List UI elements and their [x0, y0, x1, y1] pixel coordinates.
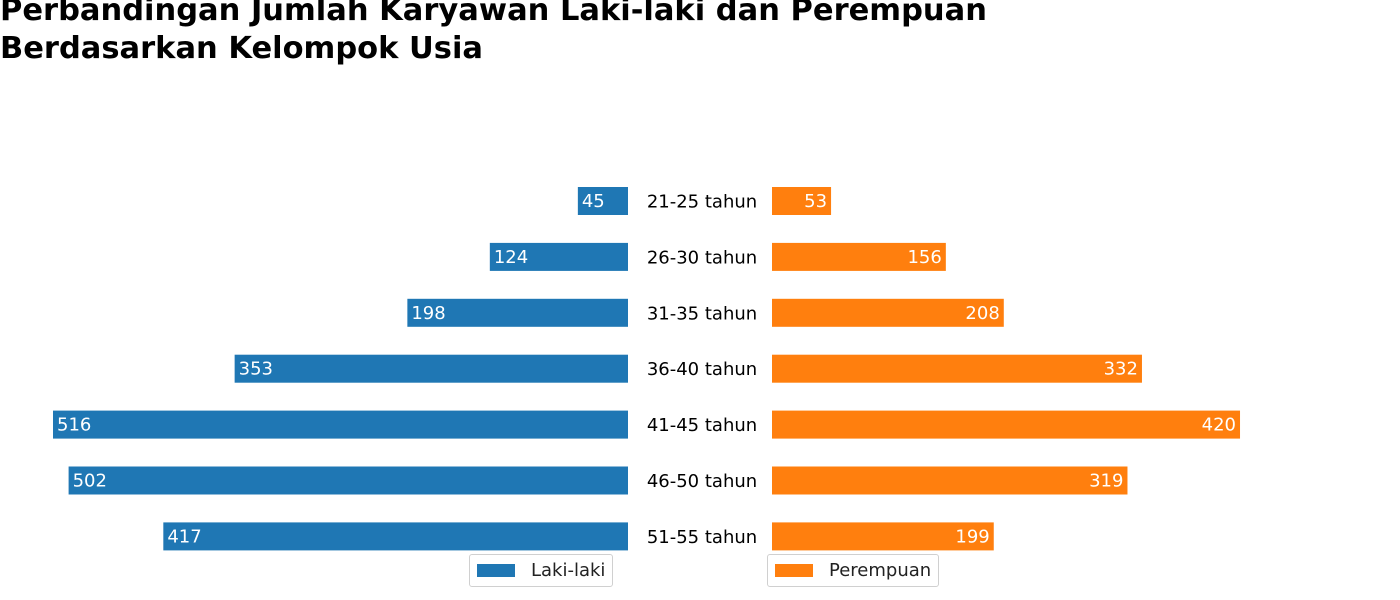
- data-label-female-3: 208: [965, 303, 999, 324]
- legend-male: Laki-laki: [469, 554, 614, 587]
- data-label-female-7: 199: [955, 526, 989, 547]
- category-label: 41-45 tahun: [647, 415, 757, 436]
- data-label-male-3: 198: [411, 303, 445, 324]
- bar-male-4: [234, 354, 628, 383]
- data-label-female-4: 332: [1104, 359, 1138, 380]
- chart-title-line-2: Berdasarkan Kelompok Usia: [0, 31, 483, 66]
- bar-female-3: [772, 298, 1004, 327]
- legend-female: Perempuan: [767, 554, 940, 587]
- data-label-male-1: 45: [582, 191, 605, 212]
- category-label: 21-25 tahun: [647, 192, 757, 213]
- bar-male-2: [489, 242, 628, 271]
- category-label: 36-40 tahun: [647, 359, 757, 380]
- category-label: 51-55 tahun: [647, 527, 757, 548]
- data-label-male-5: 516: [57, 415, 91, 436]
- bar-male-1: [577, 187, 628, 215]
- data-label-female-6: 319: [1089, 471, 1123, 492]
- data-label-female-2: 156: [907, 247, 941, 268]
- bar-female-6: [772, 466, 1128, 495]
- legend-swatch-male: [477, 564, 515, 577]
- bar-female-4: [772, 354, 1142, 383]
- data-label-male-2: 124: [494, 247, 528, 268]
- category-label: 26-30 tahun: [647, 247, 757, 268]
- bar-male-6: [68, 466, 629, 495]
- data-label-female-1: 53: [804, 191, 827, 212]
- bar-male-5: [53, 410, 628, 439]
- bar-male-3: [407, 298, 628, 327]
- legend-label-male: Laki-laki: [531, 560, 606, 581]
- bar-female-5: [772, 410, 1241, 439]
- chart-title-line-1: Perbandingan Jumlah Karyawan Laki-laki d…: [0, 0, 987, 28]
- chart-title: Perbandingan Jumlah Karyawan Laki-laki d…: [0, 0, 1200, 68]
- legend-swatch-female: [775, 564, 813, 577]
- bar-female-2: [772, 242, 946, 271]
- category-label: 31-35 tahun: [647, 303, 757, 324]
- data-label-female-5: 420: [1202, 415, 1236, 436]
- bar-male-7: [163, 522, 628, 551]
- bar-female-7: [772, 522, 994, 551]
- legend-label-female: Perempuan: [829, 560, 932, 581]
- data-label-male-6: 502: [73, 471, 107, 492]
- bar-female-1: [772, 187, 832, 215]
- category-label: 46-50 tahun: [647, 471, 757, 492]
- data-label-male-7: 417: [167, 526, 201, 547]
- data-label-male-4: 353: [239, 359, 273, 380]
